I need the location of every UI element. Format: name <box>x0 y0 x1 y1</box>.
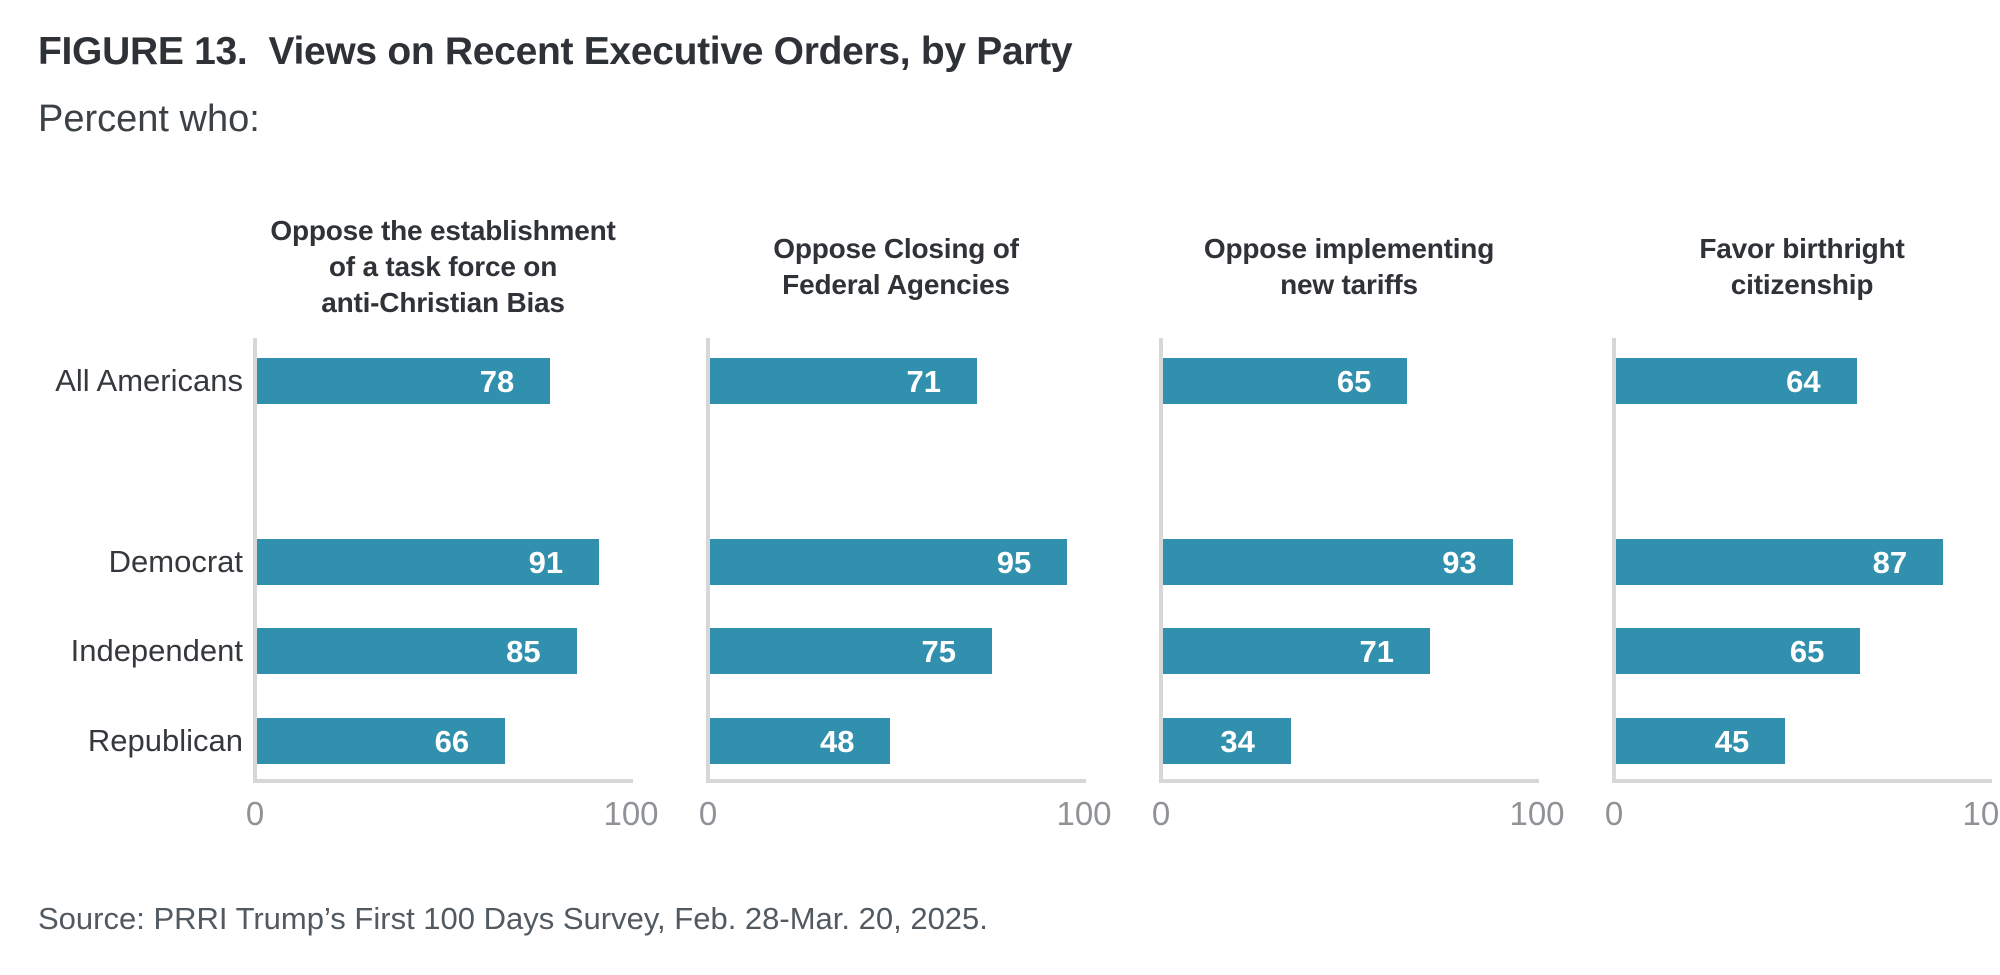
bar-value-label: 65 <box>1789 634 1825 669</box>
bar-value-label: 95 <box>996 545 1032 580</box>
chart-title: Oppose Closing of Federal Agencies <box>773 232 1019 300</box>
bar-value-label: 75 <box>921 634 956 669</box>
chart-title: Oppose implementing new tariffs <box>1203 232 1495 300</box>
bar-value-label: 48 <box>819 724 855 759</box>
chart-panels: Oppose the establishment of a task force … <box>246 195 2000 841</box>
bar-independent: 65 <box>1616 628 1861 674</box>
figure-subtitle: Percent who: <box>38 98 260 140</box>
bar-republican: 48 <box>710 718 891 764</box>
bar-republican: 34 <box>1163 718 1291 764</box>
bar-value-label: 71 <box>906 364 941 399</box>
plot-area: 65 93 71 34 <box>1159 338 1539 783</box>
category-label-republican: Republican <box>87 723 243 758</box>
bar-all-americans: 78 <box>257 358 551 404</box>
bar-democrat: 91 <box>257 539 600 585</box>
x-tick-100: 100 <box>1962 795 2000 832</box>
bar-democrat: 93 <box>1163 539 1513 585</box>
bar-value-label: 91 <box>528 545 564 580</box>
x-axis-ticks: 0 100 <box>246 783 659 841</box>
bar-all-americans: 64 <box>1616 358 1857 404</box>
bar-value-label: 71 <box>1359 634 1394 669</box>
plot-area: 78 91 85 66 <box>253 338 633 783</box>
chart-panel-3: Oppose implementing new tariffs 65 93 71 34 0 1… <box>1152 195 1565 841</box>
bar-value-label: 66 <box>434 724 470 759</box>
small-multiples-bar-charts: All Americans Democrat Independent Republic… <box>0 195 2000 841</box>
x-tick-0: 0 <box>698 795 718 832</box>
bar-republican: 45 <box>1616 718 1786 764</box>
bar-value-label: 45 <box>1714 724 1750 759</box>
bar-independent: 71 <box>1163 628 1430 674</box>
bar-democrat: 95 <box>710 539 1068 585</box>
x-tick-100: 100 <box>1056 795 1112 832</box>
x-tick-0: 0 <box>1604 795 1624 832</box>
x-tick-100: 100 <box>1509 795 1565 832</box>
chart-panel-1: Oppose the establishment of a task force … <box>246 195 659 841</box>
bar-value-label: 85 <box>506 634 541 669</box>
category-label-democrat: Democrat <box>108 544 243 579</box>
category-label-all-americans: All Americans <box>55 363 243 398</box>
x-axis-ticks: 0 100 <box>699 783 1112 841</box>
bar-value-label: 87 <box>1872 545 1908 580</box>
bar-all-americans: 65 <box>1163 358 1408 404</box>
bar-value-label: 65 <box>1336 364 1372 399</box>
x-tick-100: 100 <box>603 795 659 832</box>
bar-republican: 66 <box>257 718 506 764</box>
figure-title: FIGURE 13. Views on Recent Executive Ord… <box>38 30 1073 73</box>
x-tick-0: 0 <box>245 795 265 832</box>
source-note: Source: PRRI Trump’s First 100 Days Surv… <box>38 901 988 936</box>
chart-title: Oppose the establishment of a task force … <box>270 214 616 318</box>
bar-value-label: 78 <box>479 364 515 399</box>
category-label-independent: Independent <box>70 633 243 668</box>
bar-value-label: 34 <box>1220 724 1255 759</box>
bar-value-label: 64 <box>1786 364 1821 399</box>
x-tick-0: 0 <box>1151 795 1171 832</box>
x-axis-ticks: 0 100 <box>1152 783 1565 841</box>
bar-independent: 75 <box>710 628 992 674</box>
plot-area: 71 95 75 48 <box>706 338 1086 783</box>
plot-area: 64 87 65 45 <box>1612 338 1992 783</box>
category-label-column: All Americans Democrat Independent Republic… <box>0 338 253 787</box>
bar-democrat: 87 <box>1616 539 1944 585</box>
bar-all-americans: 71 <box>710 358 977 404</box>
chart-panel-2: Oppose Closing of Federal Agencies 71 95 75 4… <box>699 195 1112 841</box>
chart-title: Favor birthright citizenship <box>1699 232 1905 300</box>
bar-independent: 85 <box>257 628 577 674</box>
bar-value-label: 93 <box>1442 545 1477 580</box>
x-axis-ticks: 0 100 <box>1605 783 2000 841</box>
